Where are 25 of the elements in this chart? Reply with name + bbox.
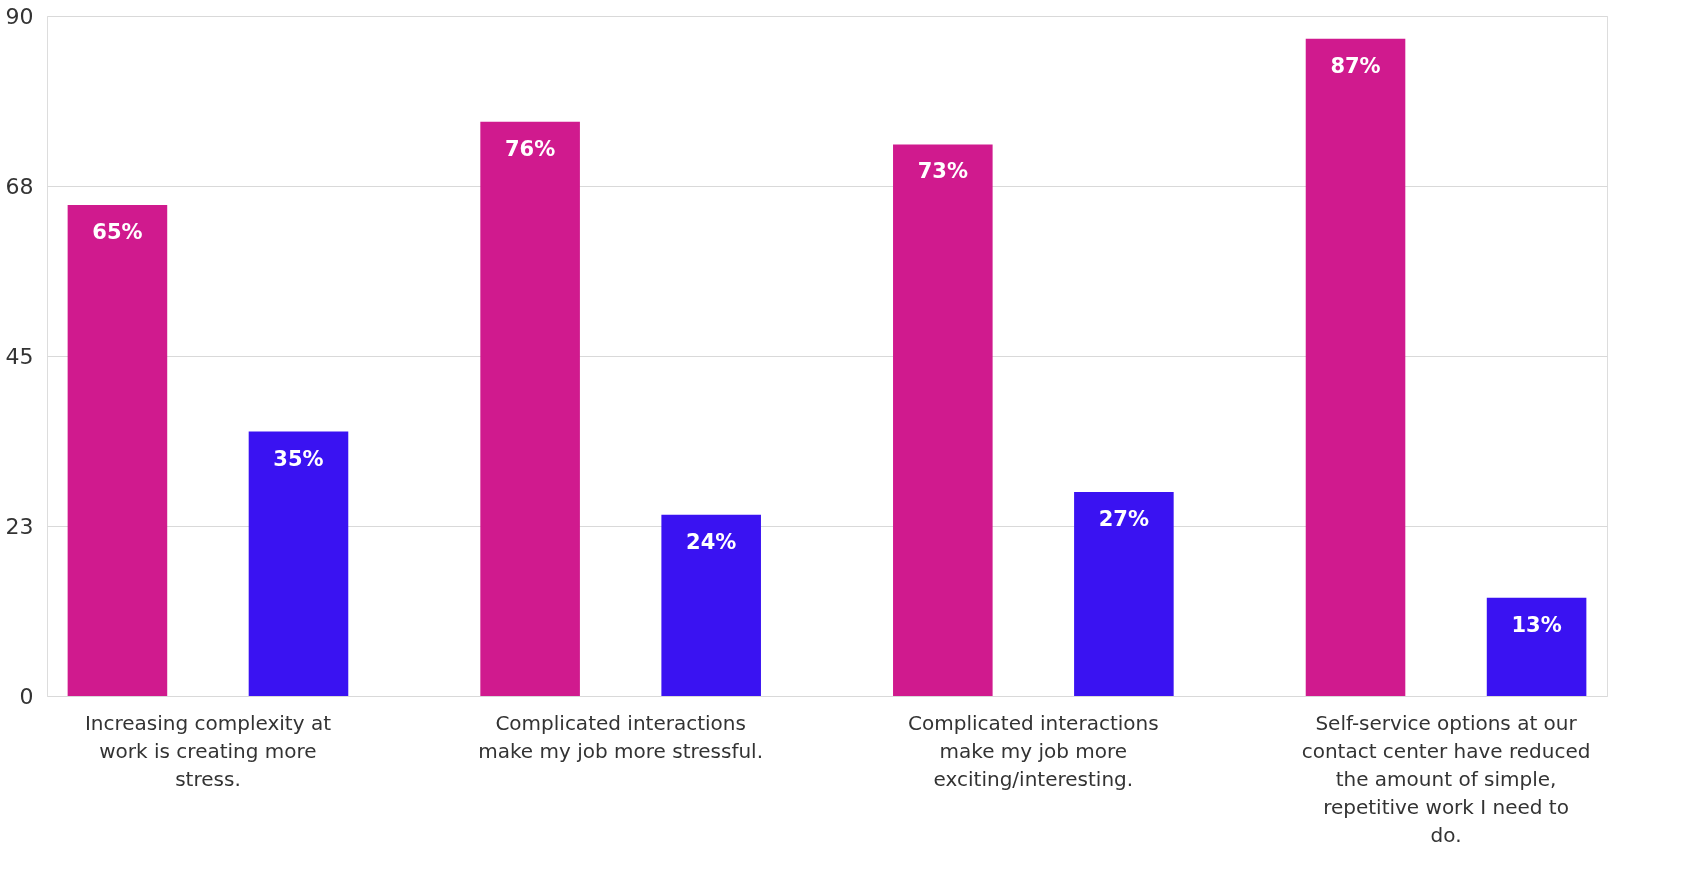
x-tick-label: Complicated interactions make my job more exciting/interesting. [908,711,1159,791]
bar [1486,597,1587,696]
data-label: 65% [92,219,143,244]
y-tick-label: 68 [5,173,34,199]
x-tick-label: Self-service options at our contact center have reduced the amount of simple, repetitive work I need to do. [1301,711,1591,847]
data-label: 24% [686,529,737,554]
x-tick-label: Increasing complexity at work is creating more stress. [84,711,332,791]
y-tick-label: 45 [5,343,34,369]
bar [480,121,580,696]
y-tick-label: 0 [19,683,34,709]
bar [1305,38,1406,696]
x-tick-label: Complicated interactions make my job more stressful. [478,711,764,763]
data-label: 76% [504,136,556,161]
data-label: 73% [917,159,968,184]
bar [1074,492,1174,696]
bar [67,204,168,696]
data-label: 35% [273,446,324,471]
y-tick-label: 90 [5,3,34,29]
bar [248,431,349,696]
data-label: 13% [1511,612,1562,637]
data-label: 27% [1098,507,1150,531]
bar [893,144,993,696]
y-tick-label: 23 [5,513,34,539]
bar [661,514,761,696]
data-label: 87% [1330,53,1381,78]
